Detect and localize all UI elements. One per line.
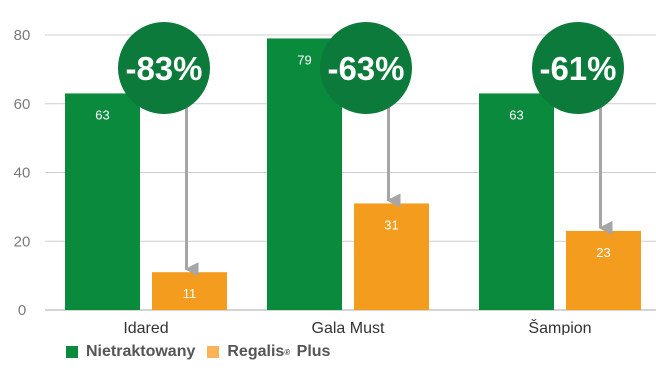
bar-value-label: 11 <box>183 286 197 301</box>
bar-value-label: 23 <box>596 245 610 260</box>
bar-regalis-plus <box>354 203 429 310</box>
bar-value-label: 63 <box>509 107 523 122</box>
x-category-label: Idared <box>123 320 168 335</box>
x-category-label: Šampion <box>528 318 591 335</box>
legend-item-regalis: Regalis ® Plus <box>207 343 330 361</box>
legend-label-nietraktowany: Nietraktowany <box>86 343 196 360</box>
y-tick-label: 40 <box>14 165 31 182</box>
chart-legend: Nietraktowany Regalis ® Plus <box>66 343 342 361</box>
reduction-badge <box>320 22 412 114</box>
legend-swatch-orange <box>207 346 220 358</box>
bar-nietraktowany <box>65 93 140 310</box>
y-tick-label: 80 <box>14 27 31 44</box>
legend-registered-mark: ® <box>284 347 291 357</box>
bar-chart: 0 20 40 60 80 63 11 Idared -83% 79 31 Gala Must -63%… <box>14 22 656 335</box>
reduction-badge-text: -63% <box>327 50 404 87</box>
x-category-label: Gala Must <box>312 320 385 335</box>
y-tick-label: 60 <box>14 96 31 113</box>
reduction-badge-text: -83% <box>125 50 202 87</box>
reduction-badge-text: -61% <box>539 50 616 87</box>
y-tick-label: 20 <box>14 233 31 250</box>
legend-label-plus: Plus <box>296 343 331 360</box>
legend-label-regalis: Regalis <box>227 343 285 360</box>
legend-swatch-green <box>66 346 78 358</box>
y-tick-label: 0 <box>18 302 26 319</box>
bar-value-label: 63 <box>95 107 109 122</box>
bar-value-label: 31 <box>384 217 398 232</box>
reduction-badge <box>532 22 624 114</box>
legend-item-nietraktowany: Nietraktowany <box>66 343 195 361</box>
bar-regalis-plus <box>152 272 227 310</box>
bar-value-label: 79 <box>297 52 311 67</box>
reduction-badge <box>118 22 210 114</box>
bar-nietraktowany <box>479 93 554 310</box>
bar-regalis-plus <box>566 230 641 310</box>
